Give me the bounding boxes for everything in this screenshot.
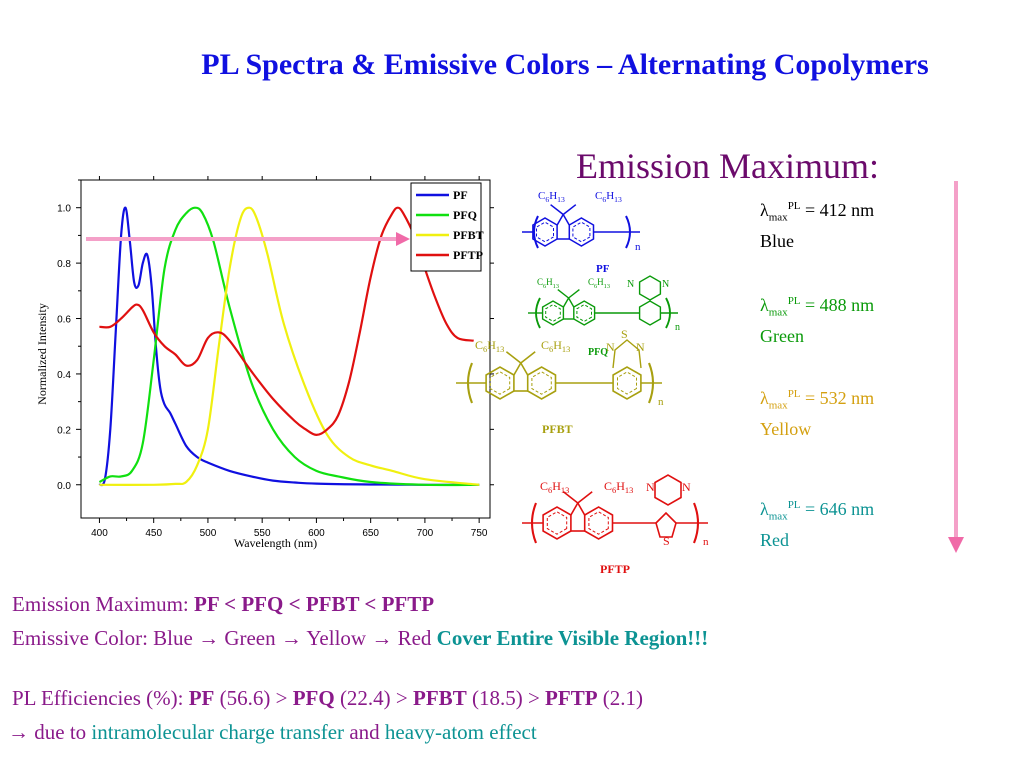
legend-label-pfq: PFQ — [453, 208, 477, 222]
x-tick-label: 550 — [254, 528, 271, 539]
y-tick-label: 0.4 — [57, 370, 71, 381]
structure-label-pf: PF — [596, 263, 610, 275]
emission-item-blue: λmaxPL = 412 nm Blue — [760, 195, 874, 253]
pl-spectra-chart: 0.0 0.2 0.4 0.6 0.8 1.0 400 450 500 550 600 650 700 7… — [35, 176, 494, 550]
atom-s: S — [621, 327, 628, 341]
eff-value-pfbt: (18.5) > — [466, 686, 546, 710]
eff-name-pfq: PFQ — [292, 686, 335, 710]
x-tick-label: 450 — [145, 528, 162, 539]
y-tick-label: 0.8 — [57, 259, 71, 270]
atom-n: N — [636, 340, 645, 354]
x-tick-label: 400 — [91, 528, 108, 539]
summary-line-4: → due to intramolecular charge transfer … — [8, 718, 537, 747]
x-tick-label: 650 — [362, 528, 379, 539]
summary-line-2: Emissive Color: Blue → Green → Yellow → … — [12, 624, 708, 653]
eff-value-pf: (56.6) > — [214, 686, 293, 710]
emission-heading: Emission Maximum: — [576, 146, 880, 186]
eff-value-pfq: (22.4) > — [334, 686, 414, 710]
atom-n: N — [662, 279, 669, 290]
emission-order: PF < PFQ < PFBT < PFTP — [194, 592, 435, 616]
y-axis-label: Normalized Intensity — [35, 303, 49, 405]
structure-pfq: C6H13 C6H13 N Nn PFQ — [528, 275, 680, 358]
eff-value-pftp: (2.1) — [597, 686, 644, 710]
legend-label-pfbt: PFBT — [453, 228, 484, 242]
series-line-pftp — [99, 206, 474, 437]
eff-name-pftp: PFTP — [545, 686, 598, 710]
eff-name-pf: PF — [188, 686, 215, 710]
alkyl-label: C6H13 — [588, 277, 610, 290]
emission-color-name: Yellow — [760, 418, 812, 439]
atom-n: N — [646, 480, 655, 494]
atom-n: N — [682, 480, 691, 494]
alkyl-label: C6H13 — [538, 190, 565, 204]
y-tick-label: 0.6 — [57, 315, 71, 326]
legend-box — [410, 182, 482, 272]
repeat-n-label: n — [703, 536, 709, 548]
alkyl-label: C6H13 — [595, 190, 622, 204]
series-line-pfq — [98, 206, 480, 487]
x-axis-label: Wavelength (nm) — [234, 536, 317, 550]
series-line-pfbt — [99, 206, 480, 486]
structure-label-pftp: PFTP — [600, 562, 630, 576]
plot-frame — [80, 179, 491, 519]
polymer-structures: C6H13 C6H13 n PF C6H13 C6H13 N Nn PFQ C6H13 C6H13 N… — [456, 190, 709, 576]
y-tick-label: 1.0 — [57, 204, 71, 215]
atom-n: N — [627, 279, 634, 290]
x-tick-label: 600 — [308, 528, 325, 539]
summary-line1-prefix: Emission Maximum: — [12, 592, 195, 616]
and-text: and — [344, 720, 385, 744]
emission-color-name: Green — [760, 325, 804, 346]
alkyl-label: C6H13 — [604, 479, 633, 495]
structure-pf: C6H13 C6H13 n PF — [522, 190, 641, 275]
x-tick-label: 750 — [471, 528, 488, 539]
alkyl-label: C6H13 — [541, 338, 570, 354]
repeat-n-label: n — [675, 322, 680, 333]
slide-title: PL Spectra & Emissive Colors – Alternati… — [201, 48, 929, 81]
x-tick-label: 700 — [417, 528, 434, 539]
repeat-n-label: n — [635, 241, 641, 253]
lambda-max-value: λmaxPL = 532 nm — [760, 388, 875, 412]
emission-item-yellow: λmaxPL = 532 nm Yellow — [760, 383, 874, 441]
heavy-atom-note: heavy-atom effect — [384, 720, 537, 744]
structure-label-pfq: PFQ — [588, 347, 608, 358]
legend-label-pftp: PFTP — [453, 248, 483, 262]
pink-arrow-head-icon — [396, 232, 410, 246]
structure-label-pfbt: PFBT — [542, 422, 573, 436]
emission-item-green: λmaxPL = 488 nm Green — [760, 290, 874, 348]
lambda-max-value: λmaxPL = 646 nm — [760, 499, 875, 523]
alkyl-label: C6H13 — [540, 479, 569, 495]
y-tick-label: 0.2 — [57, 425, 71, 436]
visible-region-note: Cover Entire Visible Region!!! — [436, 626, 709, 650]
y-tick-label: 0.0 — [57, 481, 71, 492]
due-to-arrow: → due to — [8, 720, 92, 744]
atom-s: S — [663, 534, 670, 548]
lambda-max-value: λmaxPL = 488 nm — [760, 295, 875, 319]
emission-color-name: Red — [760, 529, 789, 550]
eff-name-pfbt: PFBT — [413, 686, 467, 710]
legend-label-pf: PF — [453, 188, 468, 202]
down-arrow-icon — [948, 181, 964, 553]
emission-color-name: Blue — [760, 230, 794, 251]
atom-n: N — [606, 340, 615, 354]
series-line-pf — [98, 206, 480, 487]
structure-pftp: C6H13 C6H13 N N S n PFTP — [522, 474, 709, 576]
repeat-n-label: n — [658, 396, 664, 408]
emission-item-red: λmaxPL = 646 nm Red — [760, 494, 874, 552]
summary-line-1: Emission Maximum: PF < PFQ < PFBT < PFTP — [12, 590, 434, 619]
lambda-max-value: λmaxPL = 412 nm — [760, 200, 875, 224]
efficiency-prefix: PL Efficiencies (%): — [12, 686, 189, 710]
x-tick-label: 500 — [200, 528, 217, 539]
summary-line-3: PL Efficiencies (%): PF (56.6) > PFQ (22… — [12, 684, 643, 713]
charge-transfer-note: intramolecular charge transfer — [91, 720, 345, 744]
alkyl-label: C6H13 — [537, 277, 559, 290]
summary-line2-prefix: Emissive Color: Blue → Green → Yellow → … — [12, 626, 437, 650]
alkyl-label: C6H13 — [475, 338, 504, 354]
